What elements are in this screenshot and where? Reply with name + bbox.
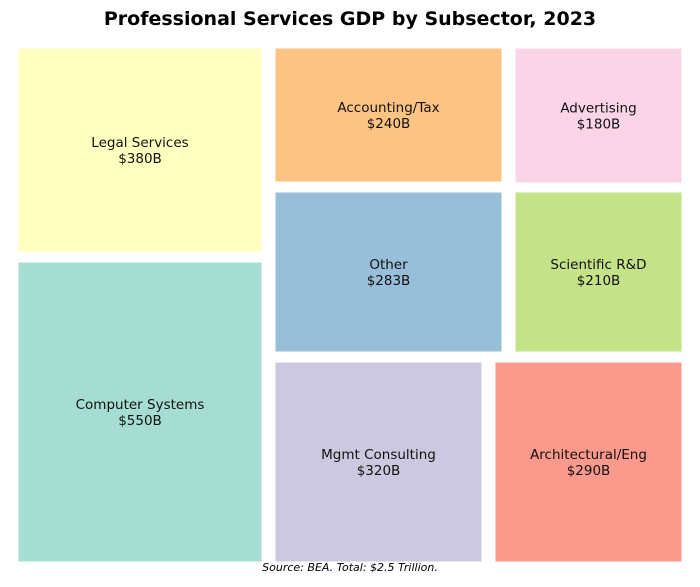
tile-value: $290B bbox=[567, 463, 611, 479]
tile-value: $380B bbox=[118, 151, 162, 167]
treemap-tile: Mgmt Consulting$320B bbox=[274, 361, 483, 563]
tile-value: $320B bbox=[357, 463, 401, 479]
tile-rect bbox=[494, 361, 683, 563]
source-note: Source: BEA. Total: $2.5 Trillion. bbox=[262, 561, 438, 574]
tile-label: Architectural/Eng bbox=[530, 447, 647, 463]
tile-value: $210B bbox=[577, 273, 621, 289]
tile-rect bbox=[17, 47, 263, 253]
tile-value: $550B bbox=[118, 413, 162, 429]
tile-value: $240B bbox=[367, 116, 411, 132]
tile-rect bbox=[274, 47, 503, 183]
tile-rect bbox=[274, 191, 503, 353]
treemap-tile: Scientific R&D$210B bbox=[514, 191, 683, 353]
tile-rect bbox=[17, 261, 263, 563]
treemap-tile: Computer Systems$550B bbox=[17, 261, 263, 563]
tile-label: Advertising bbox=[560, 101, 636, 117]
tile-value: $283B bbox=[367, 273, 411, 289]
tile-label: Mgmt Consulting bbox=[321, 447, 436, 463]
tile-rect bbox=[514, 191, 683, 353]
tile-rect bbox=[514, 47, 683, 184]
chart-title: Professional Services GDP by Subsector, … bbox=[103, 8, 597, 30]
tile-label: Accounting/Tax bbox=[337, 100, 439, 116]
treemap-tile: Accounting/Tax$240B bbox=[274, 47, 503, 183]
tile-value: $180B bbox=[577, 117, 621, 133]
treemap-tile: Advertising$180B bbox=[514, 47, 683, 184]
treemap-tile: Other$283B bbox=[274, 191, 503, 353]
treemap-tile: Legal Services$380B bbox=[17, 47, 263, 253]
treemap-tile: Architectural/Eng$290B bbox=[494, 361, 683, 563]
tile-label: Computer Systems bbox=[76, 397, 205, 413]
tile-label: Legal Services bbox=[91, 135, 188, 151]
tile-rect bbox=[274, 361, 483, 563]
tile-label: Scientific R&D bbox=[550, 257, 646, 273]
tile-label: Other bbox=[369, 257, 408, 273]
